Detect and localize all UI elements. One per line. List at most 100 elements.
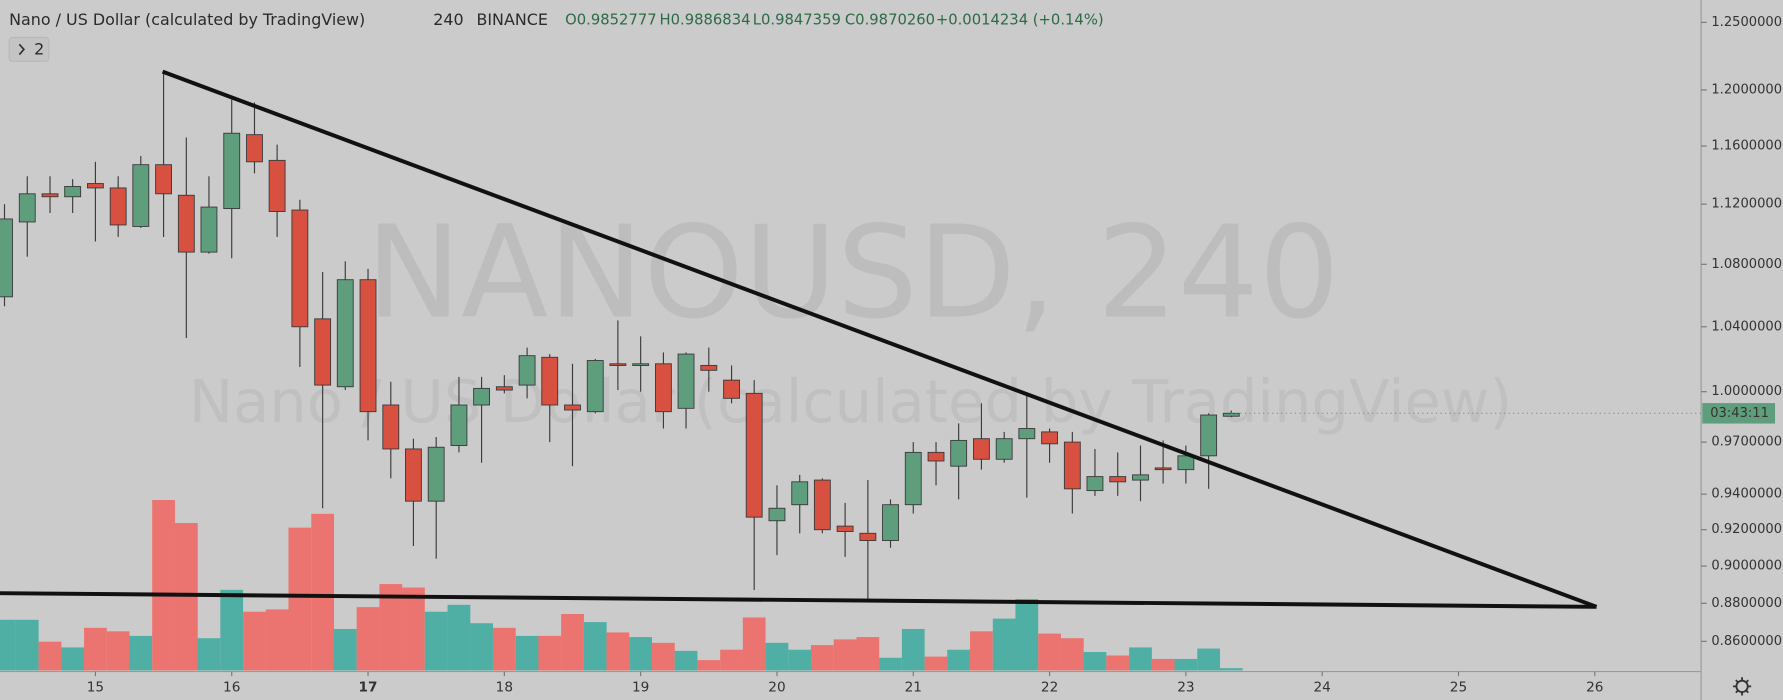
candle-body [1177, 455, 1195, 471]
volume-bar [992, 618, 1016, 671]
candle-body [745, 392, 763, 518]
volume-bar [697, 660, 721, 671]
candle-body [518, 355, 536, 386]
settings-icon[interactable] [1732, 677, 1752, 696]
candle-body [859, 532, 877, 541]
x-tick-label: 26 [1586, 680, 1603, 696]
x-tick-label: 15 [87, 680, 104, 696]
candle-body [791, 481, 809, 506]
candle-body [927, 451, 945, 462]
candle-body [836, 525, 854, 532]
candle-body [200, 206, 218, 253]
interval: 240 [433, 10, 463, 29]
volume-bar [1106, 655, 1130, 671]
volume-bar [129, 635, 153, 671]
y-tick-label: 1.1200000 [1711, 197, 1782, 212]
trend-line-lower [0, 591, 1597, 609]
candle-body [882, 504, 899, 541]
y-tick-label: 0.9000000 [1711, 559, 1782, 574]
volume-bar [220, 589, 244, 671]
volume-bar [311, 513, 335, 671]
y-tick-label: 1.1600000 [1711, 139, 1782, 154]
candle-body [18, 193, 36, 223]
volume-bar [38, 641, 62, 671]
volume-bar [379, 584, 403, 671]
candle-body [972, 438, 990, 460]
volume-bar [1151, 658, 1175, 671]
candle-body [541, 356, 559, 406]
candle-body [41, 193, 59, 198]
candle-body [1086, 476, 1104, 492]
volume-bar [629, 637, 653, 671]
volume-bar [583, 622, 607, 671]
candle-body [336, 279, 354, 388]
exchange: BINANCE [476, 10, 547, 29]
candle-body [995, 438, 1013, 460]
watermark-symbol: NANOUSD, 240 [366, 200, 1340, 348]
volume-bar [288, 527, 312, 671]
candle-body [1132, 474, 1149, 481]
candle-body [132, 164, 150, 227]
volume-bar [265, 609, 289, 671]
candle-body [700, 364, 718, 371]
y-tick-label: 1.0800000 [1711, 257, 1782, 272]
candle-body [450, 404, 468, 446]
volume-bar [243, 611, 266, 671]
volume-bar [924, 656, 948, 671]
candle-body [1109, 476, 1127, 483]
volume-bar [470, 623, 493, 671]
y-tick-label: 0.9700000 [1711, 435, 1782, 450]
volume-bar [424, 611, 448, 671]
volume-bar [61, 647, 85, 671]
volume-bar [1060, 638, 1084, 671]
volume-pane [0, 500, 1243, 671]
header: Nano / US Dollar (calculated by TradingV… [8, 10, 1104, 62]
volume-bar [197, 638, 221, 671]
x-tick-label: 24 [1314, 680, 1331, 696]
y-tick-label: 1.0400000 [1711, 319, 1782, 334]
candle-body [109, 187, 127, 226]
volume-bar [879, 657, 902, 671]
candle-body [609, 363, 627, 366]
volume-bar [356, 607, 380, 671]
volume-bar [447, 604, 471, 671]
volume-bar [1219, 668, 1243, 671]
volume-bar [606, 632, 630, 671]
indicators-toggle[interactable] [8, 36, 50, 62]
volume-bar [652, 642, 675, 671]
y-tick-label: 1.2000000 [1711, 82, 1782, 97]
x-tick-label: 22 [1041, 680, 1058, 696]
x-tick-label: 21 [905, 680, 922, 696]
candle-body [268, 159, 286, 212]
volume-bar [901, 628, 925, 671]
candles [0, 70, 1240, 600]
x-tick-label: 25 [1450, 680, 1467, 696]
volume-bar [1083, 652, 1107, 671]
trend-line-upper [161, 69, 1598, 609]
candle-body [1063, 441, 1081, 490]
volume-bar [810, 645, 834, 671]
axes: 1.2500000 1.2000000 1.1600000 1.1200000 1.08… [87, 15, 1782, 696]
candle-body [723, 379, 740, 399]
candle-body [155, 164, 172, 195]
volume-bar [84, 627, 107, 671]
candle-body [654, 363, 672, 413]
volume-bar [1197, 648, 1221, 671]
volume-bar [720, 649, 743, 671]
volume-bar [538, 635, 562, 671]
candle-body [768, 507, 786, 522]
close-value: C0.9870260 [845, 11, 935, 28]
indicators-count[interactable]: 2 [34, 40, 44, 59]
volume-bar [106, 631, 130, 671]
volume-bar [674, 650, 698, 671]
volume-bar [515, 635, 539, 671]
low-value: L0.9847359 [753, 11, 841, 28]
countdown-label: 03:43:11 [1710, 406, 1769, 421]
volume-bar [402, 587, 425, 671]
y-tick-label: 1.2500000 [1711, 15, 1782, 30]
candle-body [405, 448, 422, 502]
x-tick-label: 19 [632, 680, 649, 696]
volume-bar [1038, 633, 1061, 671]
